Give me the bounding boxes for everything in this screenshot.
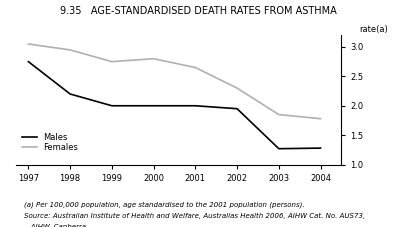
Text: (a) Per 100,000 population, age standardised to the 2001 population (persons).: (a) Per 100,000 population, age standard…	[24, 201, 304, 207]
Legend: Males, Females: Males, Females	[20, 131, 80, 154]
Text: AIHW, Canberra.: AIHW, Canberra.	[24, 224, 88, 227]
Text: 9.35   AGE-STANDARDISED DEATH RATES FROM ASTHMA: 9.35 AGE-STANDARDISED DEATH RATES FROM A…	[60, 6, 337, 16]
Text: Source: Australian Institute of Health and Welfare, Australias Health 2006, AIHW: Source: Australian Institute of Health a…	[24, 213, 365, 219]
Text: rate(a): rate(a)	[359, 25, 388, 34]
